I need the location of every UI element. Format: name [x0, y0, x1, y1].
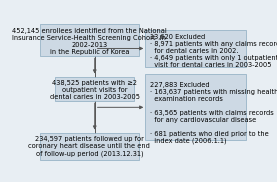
- FancyBboxPatch shape: [40, 24, 139, 56]
- Text: 227,883 Excluded
· 163,637 patients with missing health
  examination records

·: 227,883 Excluded · 163,637 patients with…: [150, 82, 277, 144]
- FancyBboxPatch shape: [55, 77, 134, 101]
- FancyBboxPatch shape: [145, 29, 246, 67]
- FancyBboxPatch shape: [145, 74, 246, 140]
- Text: 234,597 patients followed up for
coronary heart disease until the end
of follow-: 234,597 patients followed up for coronar…: [29, 136, 150, 157]
- Text: 452,145 enrollees identified from the National
Insurance Service-Health Screenin: 452,145 enrollees identified from the Na…: [12, 28, 167, 55]
- FancyBboxPatch shape: [40, 133, 139, 160]
- Text: 13,620 Excluded
· 8,971 patients with any claims records
  for dental caries in : 13,620 Excluded · 8,971 patients with an…: [150, 34, 277, 68]
- Text: 438,525 patients with ≥2
outpatient visits for
dental caries in 2003-2005: 438,525 patients with ≥2 outpatient visi…: [50, 80, 140, 100]
